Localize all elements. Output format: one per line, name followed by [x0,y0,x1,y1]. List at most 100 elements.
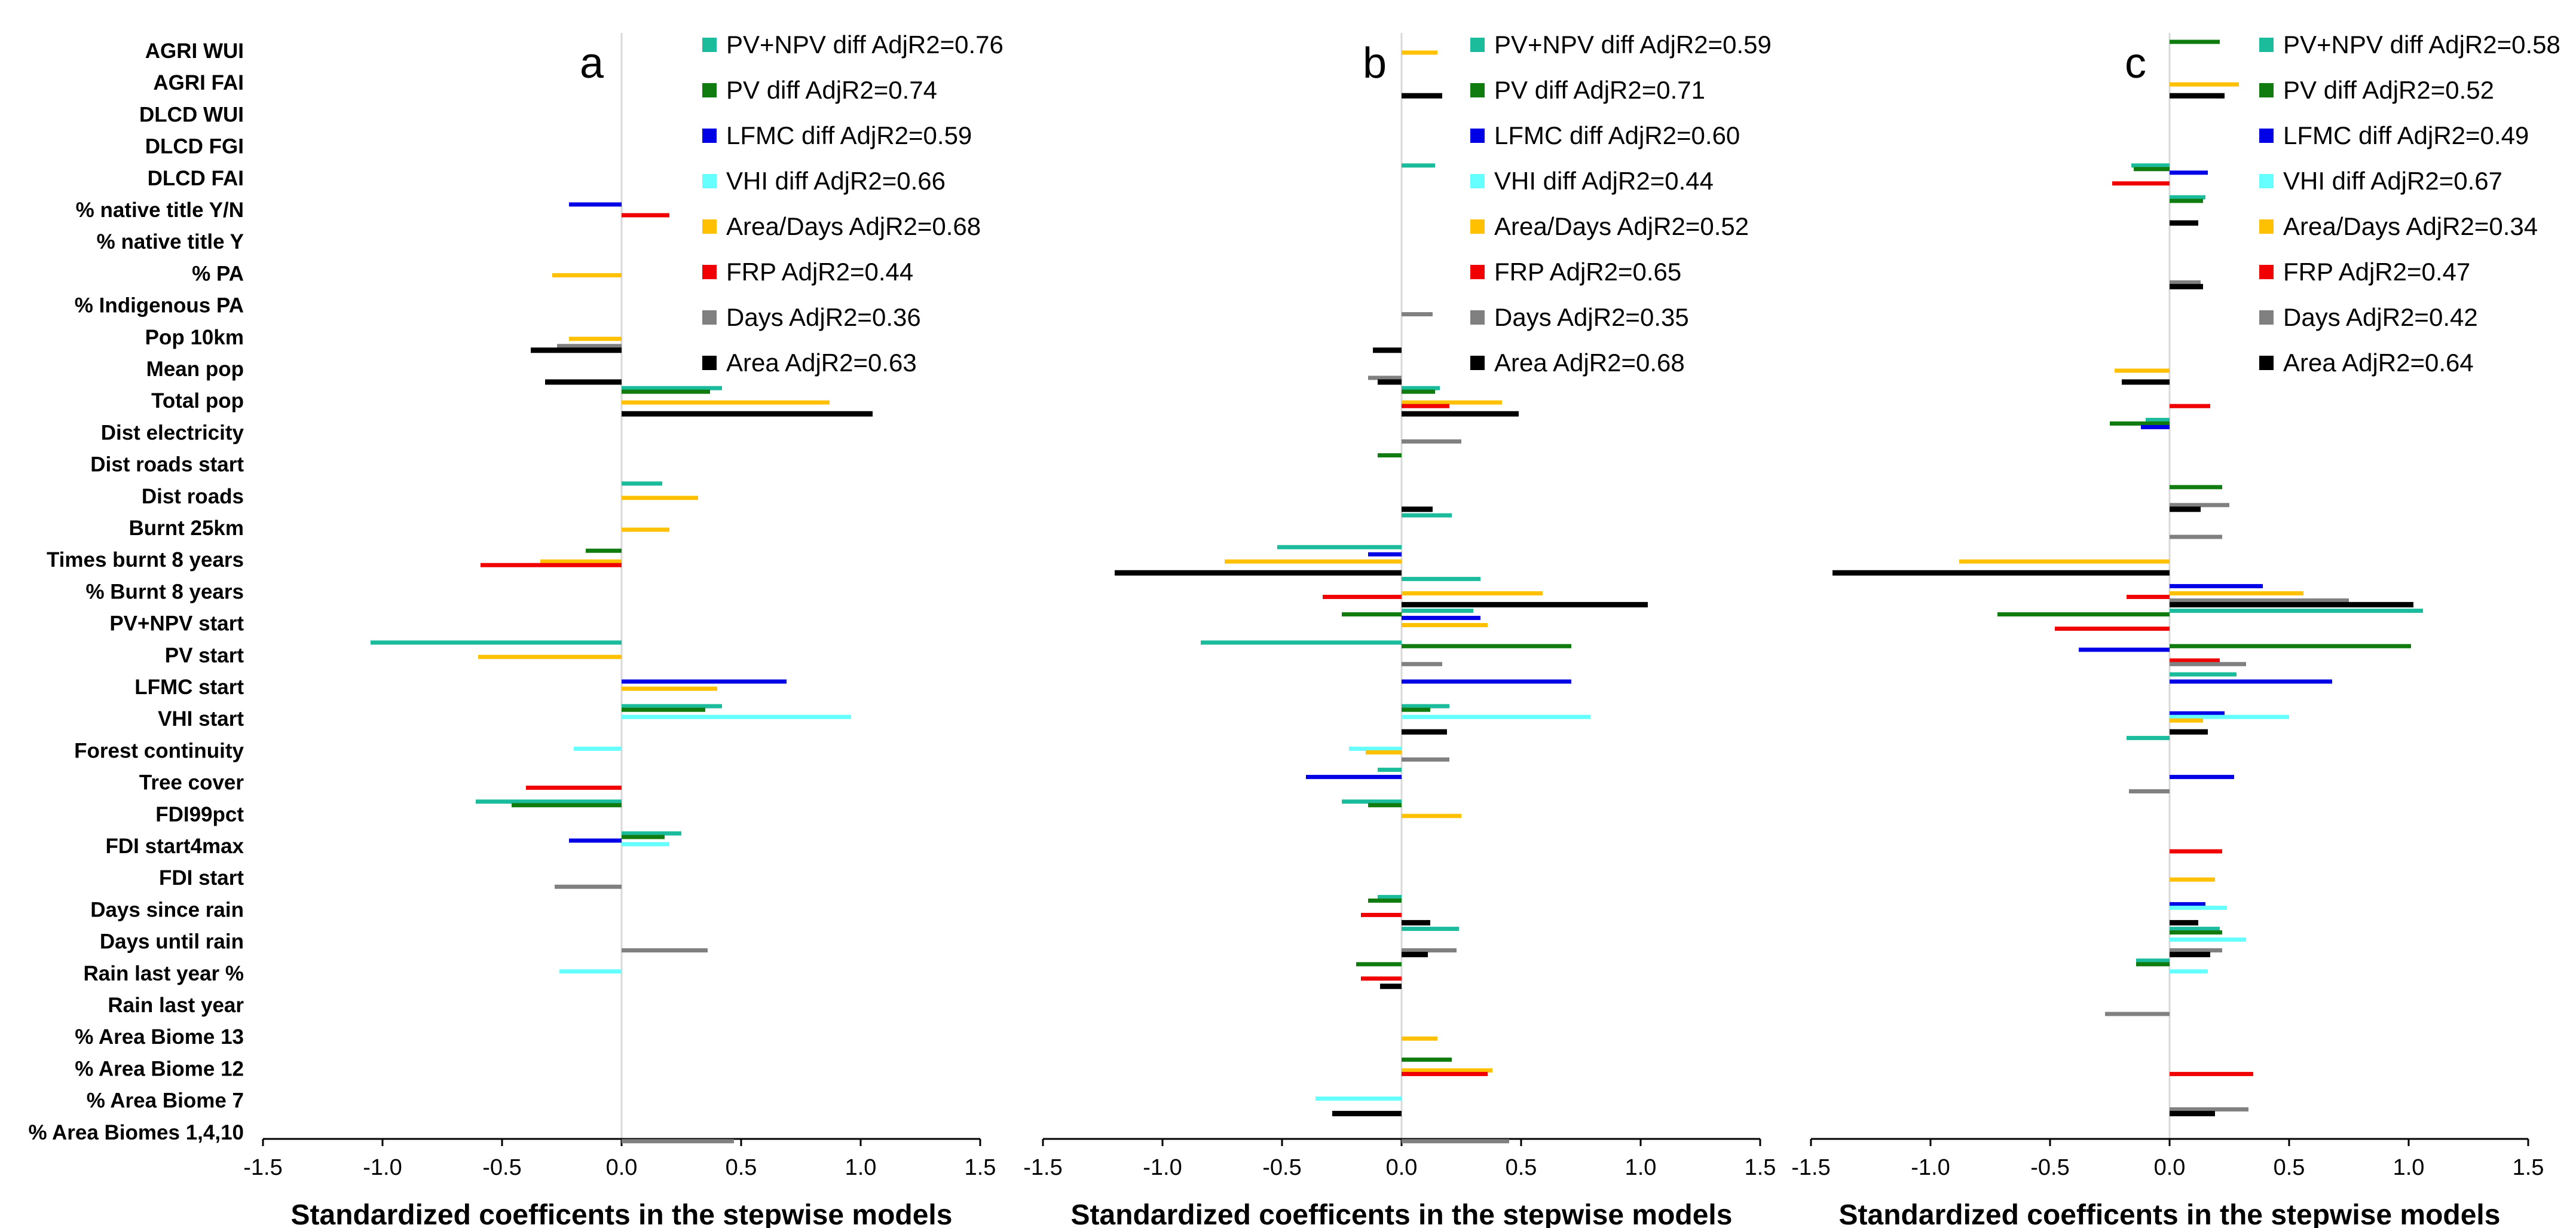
category-label: FDI start4max [106,835,244,858]
legend-entry: PV+NPV diff AdjR2=0.76 [726,30,1004,59]
x-tick-label: -0.5 [2030,1155,2069,1180]
bar-frp [1402,1071,1488,1076]
x-tick-label: 0.5 [1506,1155,1537,1180]
bar-days [2129,789,2170,794]
bar-area [1402,411,1519,417]
x-tick-label: 1.5 [1745,1155,1776,1180]
legend-entry: Days AdjR2=0.42 [2283,303,2478,331]
category-label: Days since rain [90,898,244,921]
bar-area [1373,347,1402,353]
legend-entry: FRP AdjR2=0.47 [2283,258,2470,286]
category-label: DLCD WUI [139,103,244,126]
bar-frp [1323,594,1402,599]
legend-entry: PV+NPV diff AdjR2=0.59 [1494,30,1772,59]
bar-pv [1356,962,1402,967]
category-label: PV start [165,644,244,667]
legend-entry: FRP AdjR2=0.65 [1494,258,1681,286]
bar-area [1402,920,1430,925]
bar-pvnpv [622,386,722,390]
bar-pv [2170,485,2222,490]
bar-frp [2170,849,2222,854]
category-label: Rain last year [108,994,244,1017]
bar-area [1332,1111,1402,1117]
bar-vhi [2170,937,2246,942]
panel-a: -1.5 -1.0 -0.5 0.0 0.5 1.0 1.5 Standardized coe… [243,30,1004,1228]
bar-area [1115,570,1402,576]
x-tick-label: 1.0 [2393,1155,2425,1180]
category-label: Forest continuity [74,739,244,762]
x-tick-label: 1.5 [965,1155,996,1180]
bar-lfmc [2170,902,2205,906]
x-tick-label: -1.5 [1791,1155,1830,1180]
bar-area [2170,729,2208,735]
legend-swatch-pvnpv [1470,38,1485,52]
bar-pv [2170,930,2222,935]
category-label: FDI start [159,866,244,890]
bar-areadays [1225,559,1402,564]
legend-swatch-areadays [2259,219,2274,234]
bar-pvnpv [476,799,622,804]
bar-areadays [2170,82,2239,87]
bar-pv [622,707,705,712]
bar-frp [1361,912,1402,917]
legend-entry: PV diff AdjR2=0.74 [726,76,937,104]
bar-lfmc [622,679,787,684]
legend-entry: PV+NPV diff AdjR2=0.58 [2283,30,2560,59]
legend-entry: LFMC diff AdjR2=0.60 [1494,121,1740,149]
bar-areadays [540,559,622,564]
x-tick-label: 1.5 [2513,1155,2544,1180]
bar-frp [481,563,622,567]
legend-swatch-area [1470,356,1485,370]
bar-area [622,411,873,417]
bar-area [1378,379,1402,385]
bar-areadays [1402,1068,1492,1073]
bar-frp [2170,658,2220,663]
bar-lfmc [2170,775,2234,780]
legend-entry: Area/Days AdjR2=0.52 [1494,212,1749,240]
legend-swatch-lfmc [2259,129,2274,143]
bar-frp [1361,976,1402,981]
x-tick-label: 0.5 [726,1155,757,1180]
bar-areadays [1402,400,1502,405]
bar-area [1402,601,1648,607]
legend-swatch-frp [1470,265,1485,279]
legend-swatch-area [702,356,717,370]
bar-pvnpv [622,704,722,708]
bar-vhi [2170,969,2208,974]
bar-pvnpv [1402,927,1459,931]
bar-areadays [622,496,698,500]
bar-pv [2134,167,2170,172]
category-label: Total pop [151,389,244,413]
panel-letter: c [2125,39,2146,87]
x-axis-title: Standardized coefficents in the stepwise… [291,1199,953,1228]
legend-entry: Area/Days AdjR2=0.34 [2283,212,2538,240]
bar-lfmc [2170,584,2263,588]
bar-pv [2170,644,2411,649]
bar-pvnpv [1402,163,1435,168]
bar-area [1402,93,1442,99]
bar-areadays [569,337,622,341]
bar-pv [2170,198,2203,203]
bar-pv [2170,39,2220,44]
legend-entry: Area AdjR2=0.68 [1494,349,1685,377]
bar-frp [622,213,669,218]
bar-pv [2110,421,2170,426]
bar-days [1402,662,1442,667]
legend-swatch-pvnpv [702,38,717,52]
bar-area [2170,1111,2215,1117]
category-label: Burnt 25km [129,517,244,540]
bar-pvnpv [622,831,681,836]
bar-frp [2170,404,2210,408]
bar-pv [622,389,710,394]
legend-swatch-areadays [1470,219,1485,234]
bar-days [1368,375,1402,380]
bar-pvnpv [1201,640,1402,645]
bar-pvnpv [1402,386,1440,390]
bar-pvnpv [1402,704,1449,708]
category-label: Days until rain [100,930,244,954]
legend-swatch-area [2259,356,2274,370]
bar-pvnpv [1378,768,1402,772]
bar-days [2170,1107,2248,1112]
category-label: Mean pop [146,358,244,381]
bar-days [1402,948,1457,953]
